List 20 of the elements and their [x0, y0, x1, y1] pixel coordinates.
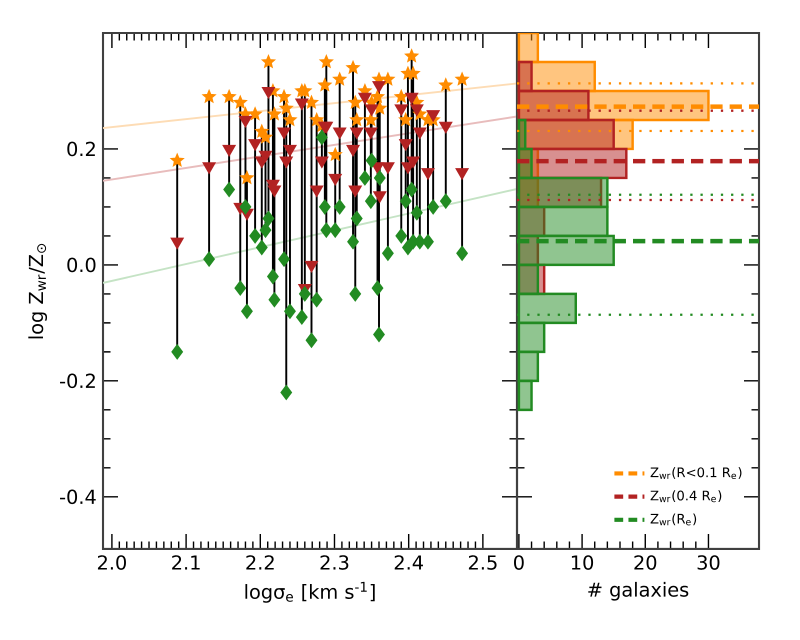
y-axis-title: log Z$_{wr}$/Z$_{⊙}$	[28, 244, 48, 338]
x-tick-label: 30	[698, 555, 720, 570]
x-tick-label: 2.3	[320, 555, 348, 570]
x-axis-title: # galaxies	[588, 582, 688, 601]
x-tick-label: 2.0	[98, 555, 126, 570]
x-axis-title: logσ$_{e}$ [km s$^{-1}$]	[245, 582, 375, 603]
legend-label: Z$_{wr}$(R<0.1 R$_{e}$)	[650, 467, 742, 480]
y-tick-label: -0.4	[60, 490, 96, 504]
y-tick-label: 0.0	[67, 258, 96, 272]
x-tick-label: 20	[634, 555, 656, 570]
x-tick-label: 2.5	[468, 555, 497, 570]
legend-label: Z$_{wr}$(0.4 R$_{e}$)	[650, 490, 722, 502]
legend-label: Z$_{wr}$(R$_{e}$)	[650, 513, 696, 526]
x-tick-label: 10	[572, 555, 594, 570]
y-tick-label: 0.2	[67, 142, 95, 156]
x-tick-label: 0	[514, 555, 524, 570]
x-tick-label: 2.2	[246, 555, 274, 570]
x-tick-label: 2.1	[172, 555, 200, 570]
y-tick-label: -0.2	[60, 374, 95, 388]
x-tick-label: 2.4	[394, 555, 423, 570]
